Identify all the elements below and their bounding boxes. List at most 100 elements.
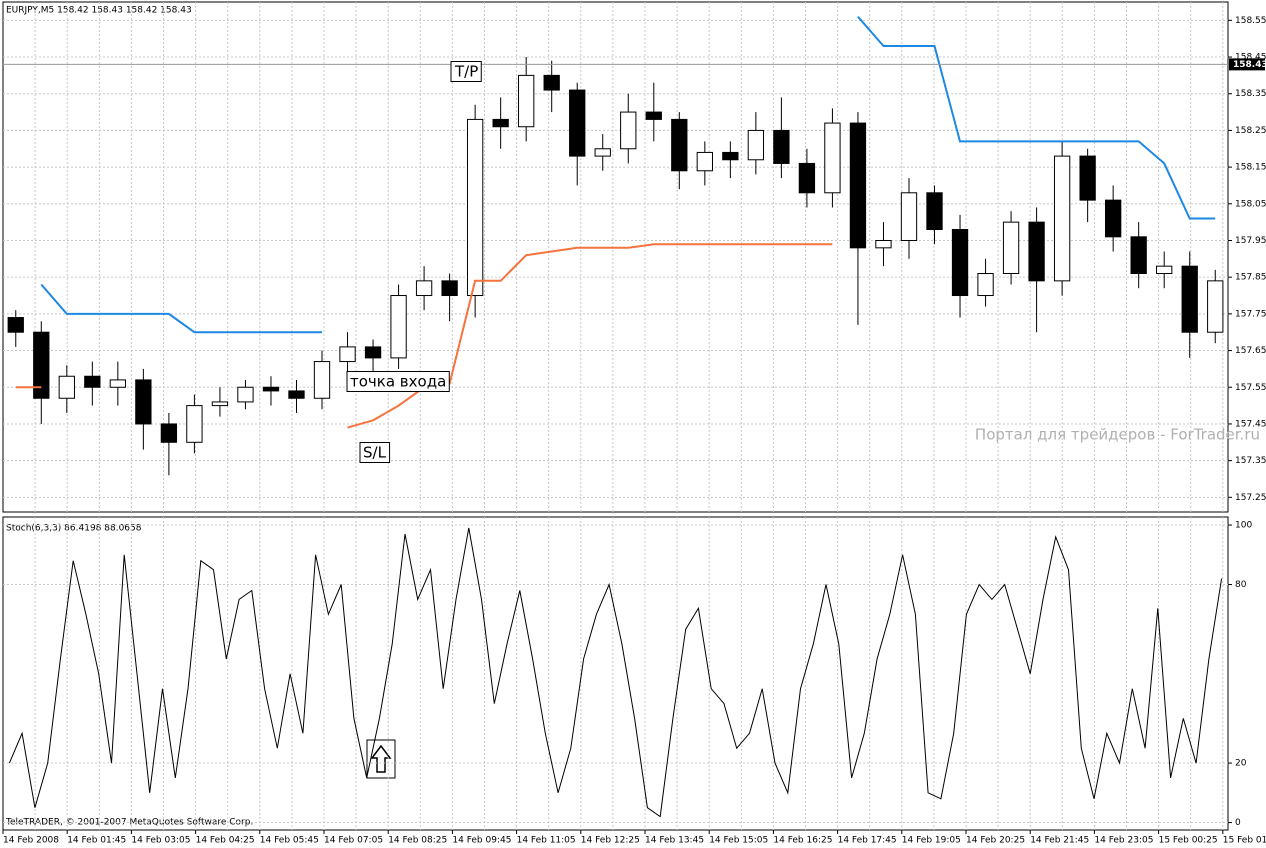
- candle-body: [1079, 155, 1096, 201]
- candle-body: [84, 375, 101, 388]
- candle-body: [798, 162, 816, 194]
- candle-body: [415, 280, 433, 297]
- y-tick-label: 157.45: [1235, 419, 1266, 429]
- x-tick-label: 14 Feb 15:05: [709, 836, 768, 846]
- y-tick-label: 0: [1235, 818, 1241, 828]
- main-panel: [2, 1, 1229, 513]
- x-tick-label: 14 Feb 21:45: [1030, 836, 1089, 846]
- candle-body: [875, 239, 892, 249]
- stoch-title: Stoch(6,3,3) 86.4198 88.0658: [6, 524, 142, 534]
- y-tick-label: 100: [1235, 521, 1252, 531]
- x-tick-label: 14 Feb 04:25: [196, 836, 255, 846]
- candle-body: [747, 129, 765, 161]
- candle-body: [441, 280, 458, 297]
- y-tick-label: 157.75: [1235, 309, 1266, 319]
- x-tick-label: 14 Feb 12:25: [581, 836, 640, 846]
- candle-body: [620, 111, 637, 150]
- candle-body: [390, 295, 407, 359]
- x-tick-label: 14 Feb 01:45: [67, 836, 126, 846]
- candle-body: [518, 74, 535, 128]
- price-tag: [1229, 58, 1265, 71]
- candle-body: [186, 405, 203, 443]
- candle-body: [594, 148, 611, 157]
- y-tick-label: 158.25: [1235, 126, 1266, 136]
- candle-body: [313, 361, 331, 399]
- candle-body: [211, 401, 229, 407]
- x-tick-label: 14 Feb 2008: [3, 836, 59, 846]
- candle-body: [671, 118, 688, 172]
- candle-body: [58, 375, 75, 399]
- candle-body: [135, 379, 152, 425]
- y-tick-label: 157.55: [1235, 383, 1266, 393]
- candle-body: [160, 423, 178, 443]
- footer: TeleTRADER, © 2001-2007 MetaQuotes Softw…: [5, 818, 253, 828]
- candle-body: [696, 151, 713, 172]
- candle-body: [569, 89, 586, 157]
- candle-body: [1002, 221, 1020, 275]
- x-tick-label: 14 Feb 19:05: [902, 836, 961, 846]
- stoch-panel: [2, 516, 1229, 831]
- annotation-box: [346, 371, 450, 392]
- x-tick-label: 14 Feb 03:05: [131, 836, 190, 846]
- y-tick-label: 158.05: [1235, 199, 1266, 209]
- candle-body: [288, 390, 305, 399]
- x-tick-label: 14 Feb 17:45: [838, 836, 897, 846]
- candle-body: [7, 317, 24, 333]
- candle-body: [1130, 236, 1147, 275]
- x-tick-label: 14 Feb 16:25: [773, 836, 832, 846]
- y-tick-label: 158.45: [1235, 53, 1266, 63]
- watermark: Портал для трейдеров - ForTrader.ru: [975, 426, 1260, 444]
- candle-body: [1028, 221, 1045, 282]
- y-tick-label: 158.35: [1235, 89, 1266, 99]
- candle-body: [1105, 199, 1122, 238]
- level-line: [40, 16, 1216, 334]
- candle-body: [951, 228, 969, 297]
- candle-body: [1053, 155, 1071, 282]
- candle-body: [824, 122, 841, 194]
- candle-body: [1156, 265, 1173, 275]
- annotation: точка входа: [350, 373, 446, 391]
- candle-body: [900, 192, 918, 241]
- candle-body: [1181, 265, 1198, 333]
- x-tick-label: 14 Feb 05:45: [260, 836, 319, 846]
- y-tick-label: 80: [1235, 580, 1247, 590]
- y-tick-label: 20: [1235, 759, 1247, 769]
- y-tick-label: 158.15: [1235, 163, 1266, 173]
- candle-body: [109, 379, 126, 388]
- x-tick-label: 14 Feb 23:05: [1094, 836, 1153, 846]
- candles: [7, 57, 1224, 476]
- x-tick-label: 14 Feb 11:05: [517, 836, 576, 846]
- x-tick-label: 14 Feb 13:45: [645, 836, 704, 846]
- candle-body: [926, 192, 943, 230]
- y-tick-label: 157.85: [1235, 273, 1266, 283]
- candle-body: [33, 331, 50, 399]
- candle-body: [466, 118, 484, 297]
- x-tick-label: 14 Feb 07:05: [324, 836, 383, 846]
- y-tick-label: 158.55: [1235, 16, 1266, 26]
- price-tag-label: 158.43: [1233, 60, 1266, 70]
- annotation-box: [359, 442, 391, 463]
- x-tick-label: 14 Feb 09:45: [452, 836, 511, 846]
- candle-body: [492, 118, 509, 128]
- candle-body: [977, 273, 994, 297]
- candle-body: [849, 122, 867, 249]
- y-tick-label: 157.35: [1235, 456, 1266, 466]
- x-tick-label: 14 Feb 08:25: [388, 836, 447, 846]
- stoch-line: [8, 527, 1223, 818]
- arrow-icon: [366, 739, 396, 779]
- y-tick-label: 157.65: [1235, 346, 1266, 356]
- y-tick-label: 157.25: [1235, 493, 1266, 503]
- candle-body: [645, 111, 662, 120]
- annotation: T/P: [454, 63, 478, 81]
- candle-body: [262, 386, 280, 392]
- candle-body: [722, 151, 739, 161]
- annotation-box: [450, 61, 482, 82]
- x-tick-label: 15 Feb 00:25: [1159, 836, 1218, 846]
- x-tick-label: 15 Feb 01:45: [1223, 836, 1266, 846]
- candle-body: [773, 129, 790, 164]
- candle-body: [1207, 280, 1224, 333]
- candle-body: [339, 346, 356, 363]
- x-tick-label: 14 Feb 20:25: [966, 836, 1025, 846]
- y-tick-label: 157.95: [1235, 236, 1266, 246]
